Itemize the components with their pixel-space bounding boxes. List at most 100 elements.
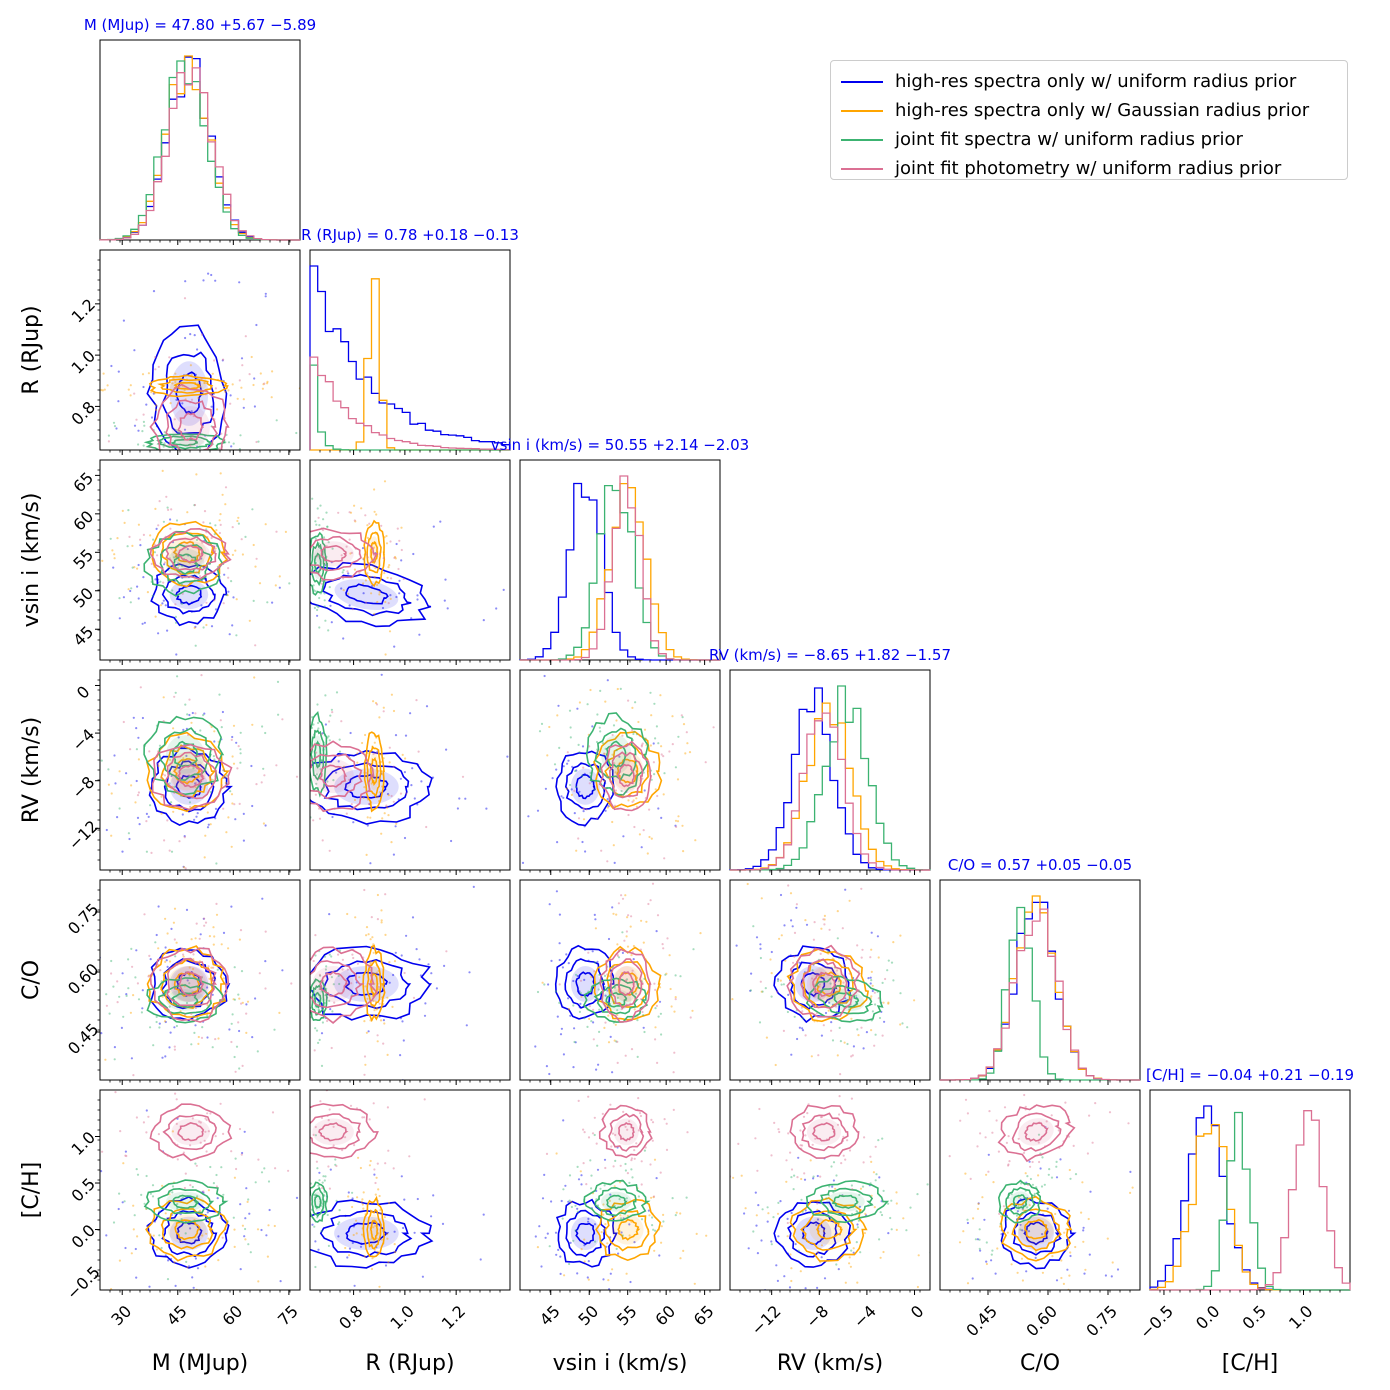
scatter-point <box>149 958 152 961</box>
scatter-point <box>650 778 653 781</box>
scatter-point <box>656 914 660 917</box>
scatter-point <box>113 1046 116 1049</box>
scatter-point <box>642 771 645 774</box>
scatter-point <box>200 604 203 607</box>
scatter-point <box>756 1169 759 1172</box>
histogram-step-3 <box>99 67 300 241</box>
scatter-point <box>193 818 196 821</box>
scatter-point <box>363 1073 366 1076</box>
scatter-point <box>264 824 267 827</box>
scatter-point <box>252 599 255 603</box>
scatter-point <box>712 726 715 729</box>
scatter-point <box>1039 1167 1042 1170</box>
scatter-point <box>350 803 353 806</box>
scatter-point <box>861 1185 865 1188</box>
contour-level-1 <box>606 960 650 1008</box>
scatter-point <box>304 578 306 580</box>
scatter-point <box>95 813 97 815</box>
scatter-point <box>222 602 225 605</box>
scatter-point <box>619 1217 623 1220</box>
scatter-point <box>855 994 858 998</box>
scatter-point <box>193 334 196 337</box>
scatter-point <box>314 1265 317 1269</box>
contour-level-0 <box>816 1218 843 1240</box>
scatter-point <box>185 1001 189 1005</box>
scatter-point <box>187 1265 191 1268</box>
panel-background <box>100 250 300 450</box>
scatter-point <box>346 968 349 971</box>
scatter-point <box>662 755 665 758</box>
scatter-point <box>883 1020 886 1023</box>
scatter-point <box>202 521 205 524</box>
panel-background <box>310 460 510 660</box>
scatter-point <box>1028 1204 1031 1207</box>
contour-level-1 <box>159 543 213 585</box>
scatter-point <box>304 953 306 955</box>
scatter-point <box>135 1276 138 1279</box>
scatter-point <box>253 676 256 679</box>
scatter-point <box>799 1270 802 1273</box>
scatter-point <box>602 1203 605 1206</box>
scatter-point <box>558 746 561 750</box>
scatter-point <box>602 752 606 755</box>
scatter-point <box>261 725 264 728</box>
scatter-point <box>317 1008 320 1012</box>
scatter-point <box>168 960 172 963</box>
scatter-point <box>375 1176 378 1179</box>
scatter-point <box>101 559 104 563</box>
scatter-point <box>895 1191 898 1194</box>
scatter-point <box>321 839 324 842</box>
scatter-point <box>234 549 237 552</box>
contour-level-2 <box>585 712 649 796</box>
scatter-point <box>586 703 589 706</box>
scatter-point <box>234 818 237 821</box>
scatter-point <box>579 1002 582 1006</box>
scatter-point <box>379 1019 383 1022</box>
contour-level-2 <box>145 1196 229 1262</box>
scatter-point <box>194 1257 197 1260</box>
scatter-point <box>394 1251 397 1254</box>
scatter-point <box>757 1204 760 1207</box>
scatter-point <box>231 624 234 627</box>
scatter-point <box>1038 1160 1041 1164</box>
scatter-point <box>887 1002 890 1005</box>
scatter-point <box>569 1241 572 1244</box>
scatter-point <box>318 1171 321 1174</box>
panel-title: vsin i (km/s) = 50.55 +2.14 −2.03 <box>491 436 749 454</box>
scatter-point <box>558 913 562 916</box>
scatter-point <box>964 1172 967 1175</box>
scatter-point <box>574 1229 577 1232</box>
scatter-point <box>388 981 391 984</box>
scatter-point <box>239 929 243 932</box>
scatter-point <box>112 566 115 569</box>
scatter-point <box>640 1160 643 1163</box>
scatter-point <box>672 1071 675 1074</box>
scatter-point <box>558 942 561 945</box>
scatter-point <box>644 1146 647 1149</box>
scatter-point <box>261 897 264 900</box>
scatter-point <box>202 917 205 920</box>
scatter-point <box>155 1020 158 1024</box>
scatter-point <box>168 758 172 762</box>
scatter-point <box>180 1218 183 1221</box>
scatter-point <box>892 941 895 944</box>
scatter-point <box>632 958 635 961</box>
scatter-point <box>230 1022 233 1025</box>
scatter-point <box>863 1232 867 1235</box>
scatter-point <box>836 1123 840 1126</box>
scatter-point <box>754 1191 757 1194</box>
scatter-point <box>592 1038 595 1041</box>
scatter-point <box>101 1150 104 1153</box>
scatter-point <box>573 812 576 815</box>
legend-label: joint fit spectra w/ uniform radius prio… <box>895 129 1243 150</box>
scatter-point <box>246 1200 249 1203</box>
scatter-point <box>1033 1192 1036 1195</box>
scatter-point <box>761 1208 764 1211</box>
scatter-point <box>153 543 156 546</box>
scatter-point <box>227 441 231 444</box>
scatter-point <box>332 779 335 782</box>
scatter-point <box>148 750 151 753</box>
scatter-point <box>136 1173 140 1176</box>
scatter-point <box>142 420 145 423</box>
scatter-point <box>870 970 873 974</box>
